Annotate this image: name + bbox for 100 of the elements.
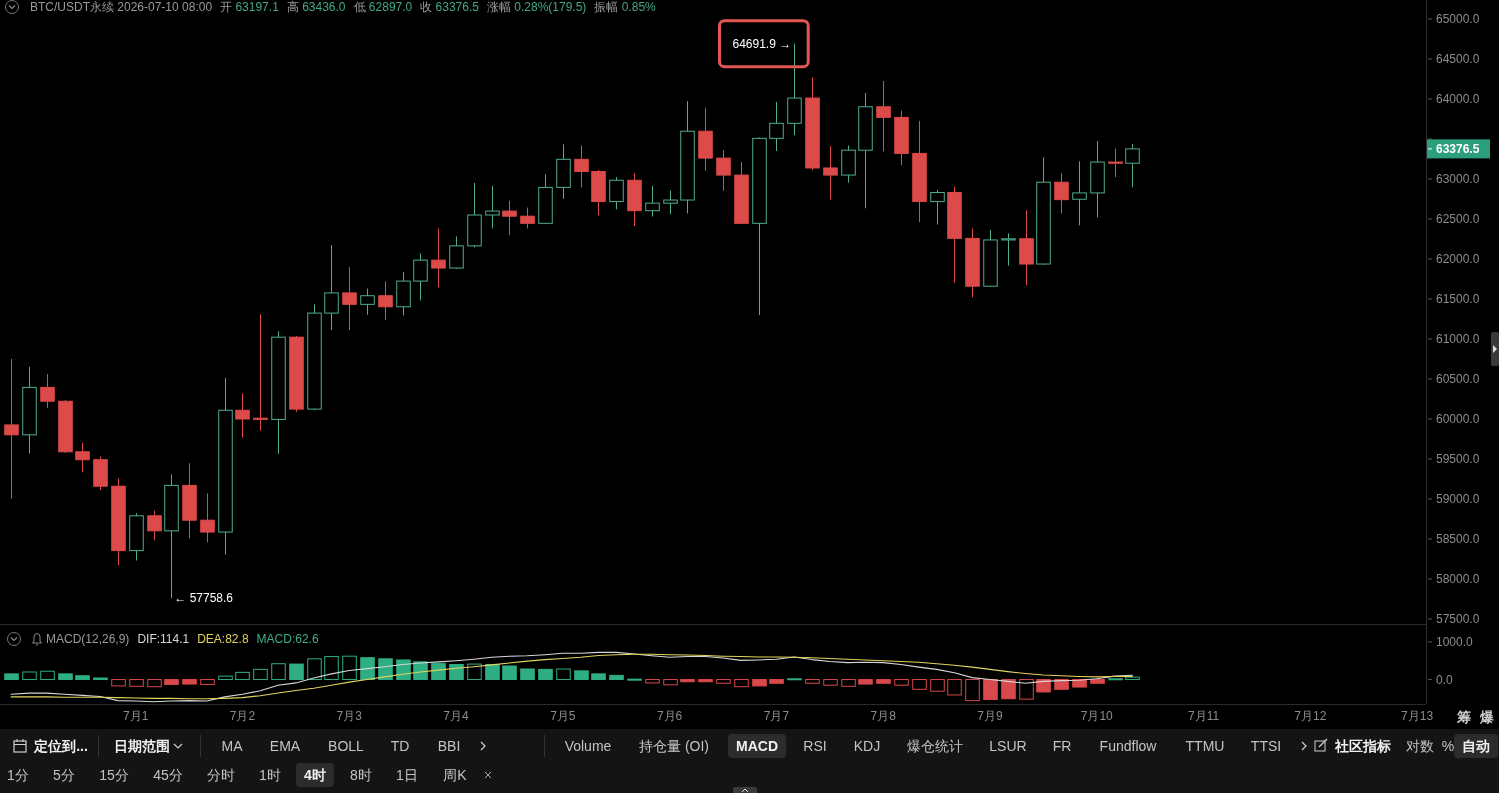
text: Fundflow xyxy=(1099,738,1158,754)
annotation: 64691.9 → xyxy=(732,36,792,51)
annotation: 收 63376.5 xyxy=(420,0,480,14)
x-tick-label: 7月12 xyxy=(1294,709,1327,723)
text: 社区指标 xyxy=(1334,738,1391,754)
bar xyxy=(271,663,286,681)
text: 5分 xyxy=(53,767,75,783)
bar xyxy=(200,679,215,685)
y-tick-label: 60500.0 xyxy=(1436,372,1480,386)
bar xyxy=(769,679,784,684)
y-tick-label: 1000.0 xyxy=(1436,634,1474,649)
text: TTMU xyxy=(1185,738,1225,754)
text: MACD(12,26,9) xyxy=(46,632,130,646)
text: FR xyxy=(1052,738,1072,754)
bar xyxy=(609,674,624,681)
y-tick-label: 62000.0 xyxy=(1436,252,1480,266)
bar xyxy=(965,679,980,702)
x-tick-label: 7月8 xyxy=(870,709,897,723)
x-tick-label: 7月9 xyxy=(977,709,1003,723)
annotation: ← 57758.6 xyxy=(174,591,233,606)
text: BBI xyxy=(437,738,461,754)
bar xyxy=(449,663,464,681)
annotation: 涨幅 0.28%(179.5) xyxy=(486,0,587,14)
annotation: 低 62897.0 xyxy=(353,0,413,14)
text: MACD xyxy=(736,738,778,754)
bar xyxy=(947,679,962,696)
bar xyxy=(894,679,909,686)
y-tick-label: 58000.0 xyxy=(1436,572,1480,586)
y-tick-label: 61000.0 xyxy=(1436,332,1480,346)
text: Volume xyxy=(564,738,612,754)
bar xyxy=(129,679,144,687)
text: 爆仓统计 xyxy=(907,738,963,754)
text: 自动 xyxy=(1462,738,1490,754)
bar xyxy=(734,679,749,688)
bar xyxy=(752,679,767,687)
x-tick-label: 7月6 xyxy=(656,709,683,723)
text: 4时 xyxy=(304,767,326,783)
text: 分时 xyxy=(207,767,235,783)
y-tick-label: 59500.0 xyxy=(1436,452,1480,466)
text: 筹 xyxy=(1456,709,1471,725)
text: 1分 xyxy=(7,767,29,783)
bar xyxy=(1019,679,1034,700)
bar xyxy=(4,673,19,681)
bar xyxy=(876,679,891,684)
y-tick-label: 62500.0 xyxy=(1436,212,1480,226)
bar xyxy=(235,671,250,681)
bar xyxy=(111,679,126,687)
annotation: 高 63436.0 xyxy=(286,0,346,14)
bar xyxy=(1090,679,1105,684)
text: 周K xyxy=(443,767,468,783)
bar xyxy=(841,679,856,687)
text: % xyxy=(1441,738,1455,754)
bar xyxy=(1125,676,1140,681)
text: LSUR xyxy=(989,738,1027,754)
bar xyxy=(502,665,517,681)
y-tick-label: 58500.0 xyxy=(1436,532,1480,546)
x-tick-label: 7月10 xyxy=(1080,709,1114,723)
bar xyxy=(40,670,55,681)
bar xyxy=(342,655,357,681)
bar xyxy=(858,679,873,685)
y-tick-label: 64000.0 xyxy=(1436,92,1480,106)
text: TTSI xyxy=(1250,738,1282,754)
bar xyxy=(431,662,446,681)
y-tick-label: 64500.0 xyxy=(1436,52,1480,66)
bar xyxy=(520,668,535,681)
bar xyxy=(164,679,179,685)
text: 8时 xyxy=(350,767,372,783)
text: KDJ xyxy=(853,738,881,754)
y-tick-label: 0.0 xyxy=(1436,672,1454,687)
bar xyxy=(22,671,37,681)
text: 持仓量 (OI) xyxy=(639,738,709,754)
text: 1时 xyxy=(259,767,281,783)
x-tick-label: 7月4 xyxy=(443,709,470,723)
text: 45分 xyxy=(153,767,183,783)
bar xyxy=(698,679,713,683)
bar xyxy=(805,679,820,684)
text: 爆 xyxy=(1479,709,1495,725)
bar xyxy=(467,663,482,681)
y-tick-label: 61500.0 xyxy=(1436,292,1480,306)
text: 日期范围 xyxy=(114,738,170,754)
bar xyxy=(307,658,322,681)
text: MA xyxy=(221,738,244,754)
x-tick-label: 7月3 xyxy=(336,709,363,723)
y-tick-label: 60000.0 xyxy=(1436,412,1480,426)
bar xyxy=(58,673,73,681)
text: 定位到... xyxy=(33,738,88,754)
annotation: 开 63197.1 xyxy=(220,0,280,14)
text: 对数 xyxy=(1406,738,1434,754)
y-tick-label: 65000.0 xyxy=(1436,12,1480,26)
bar xyxy=(253,668,268,681)
bar xyxy=(591,673,606,681)
bar xyxy=(147,679,162,688)
bar xyxy=(983,679,998,700)
y-tick-label: 59000.0 xyxy=(1436,492,1480,506)
bar xyxy=(556,668,571,681)
chart-title: BTC/USDT永续 2026-07-10 08:00 xyxy=(30,0,213,14)
x-tick-label: 7月13 xyxy=(1401,709,1434,723)
bar xyxy=(716,679,731,684)
bar xyxy=(218,675,233,681)
bar xyxy=(1036,679,1051,693)
